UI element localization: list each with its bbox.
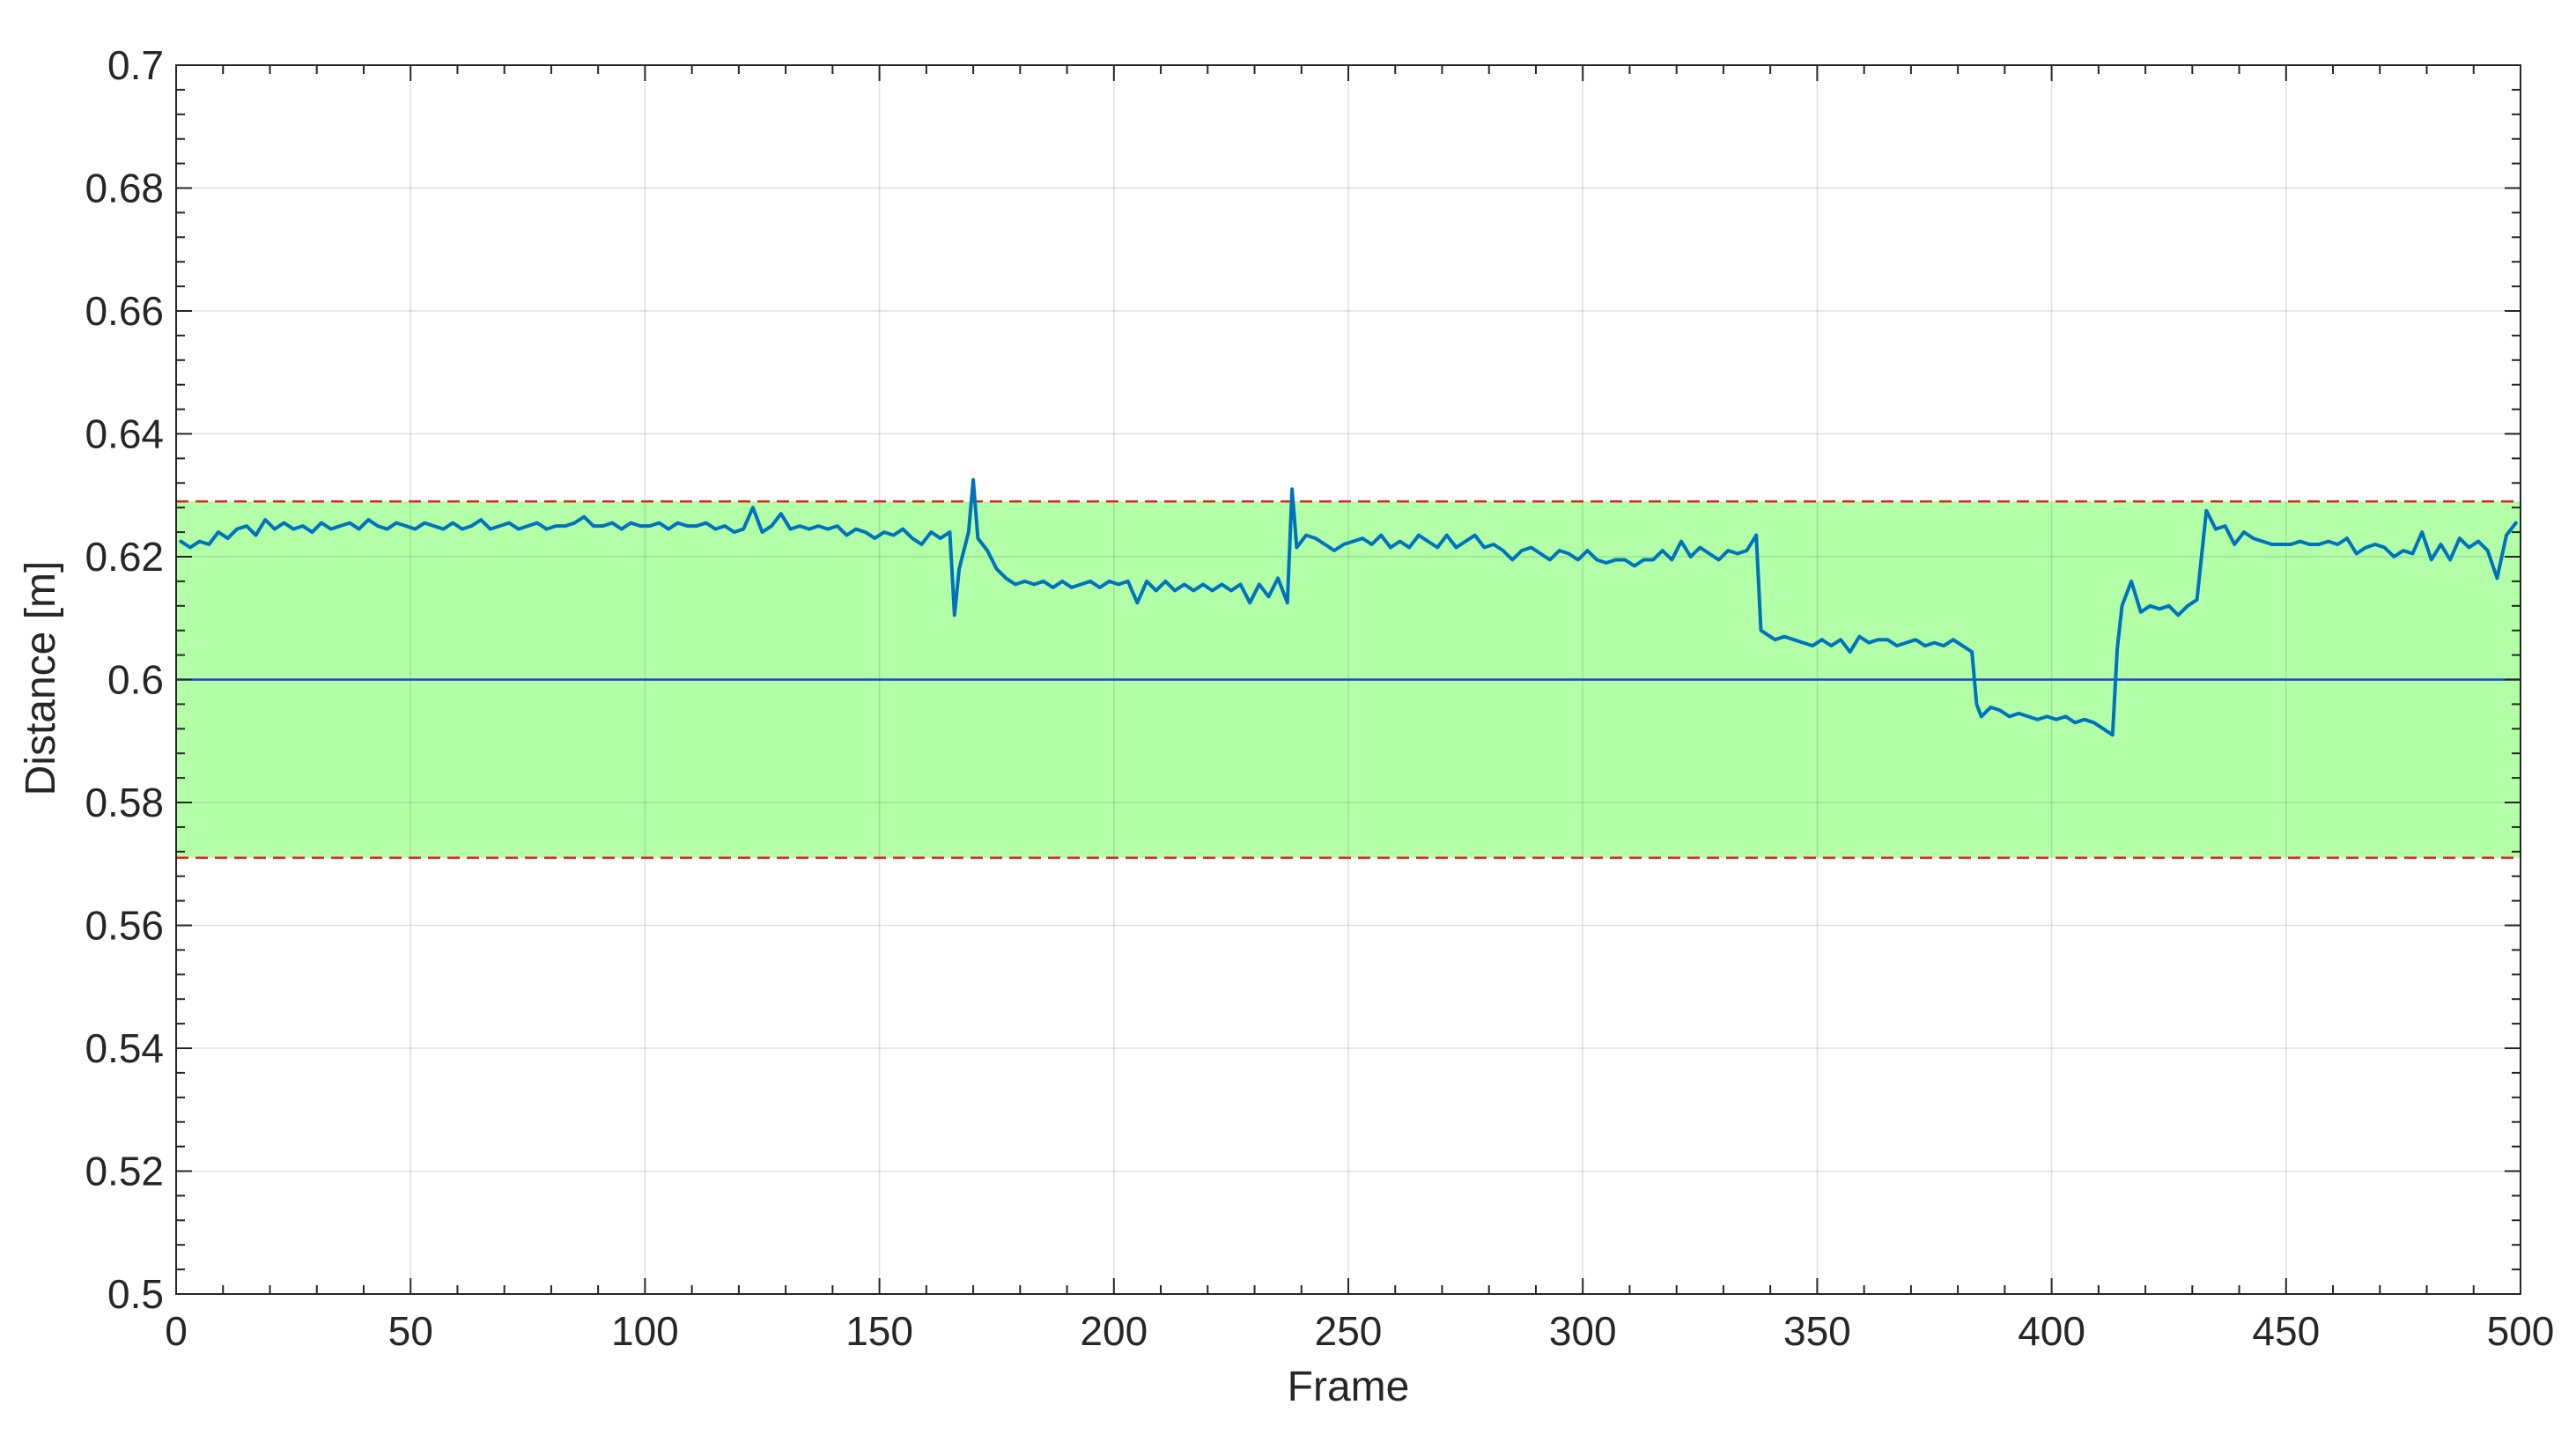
y-tick-label: 0.5 (107, 1271, 164, 1317)
x-tick-label: 100 (611, 1308, 679, 1354)
y-tick-label: 0.7 (107, 42, 164, 88)
y-tick-label: 0.6 (107, 657, 164, 703)
y-tick-label: 0.58 (85, 780, 164, 825)
x-tick-label: 500 (2487, 1308, 2555, 1354)
x-tick-label: 150 (845, 1308, 913, 1354)
reference-line-layer (176, 499, 2521, 860)
y-tick-label: 0.68 (85, 166, 164, 211)
y-tick-label: 0.64 (85, 411, 164, 457)
x-tick-label: 200 (1080, 1308, 1148, 1354)
x-tick-label: 300 (1549, 1308, 1617, 1354)
y-tick-label: 0.56 (85, 903, 164, 949)
x-tick-label: 50 (388, 1308, 433, 1354)
y-tick-label: 0.62 (85, 534, 164, 580)
y-tick-label: 0.66 (85, 288, 164, 334)
x-tick-label: 0 (165, 1308, 188, 1354)
x-tick-label: 400 (2018, 1308, 2085, 1354)
series-layer (179, 477, 2518, 737)
x-axis-label: Frame (1288, 1364, 1410, 1410)
y-axis-ticks: 0.5 0.52 0.54 0.56 0.58 0.6 0.62 0.64 0.66 0.68 0.… (85, 42, 2521, 1317)
y-tick-label: 0.54 (85, 1025, 164, 1071)
distance-series-line (179, 477, 2518, 737)
x-tick-label: 250 (1315, 1308, 1383, 1354)
y-tick-label: 0.52 (85, 1149, 164, 1194)
x-axis-ticks: 0 50 100 150 200 250 300 350 400 450 500 (165, 65, 2554, 1354)
y-axis-label: Distance [m] (18, 561, 64, 796)
x-tick-label: 350 (1783, 1308, 1851, 1354)
x-tick-label: 450 (2252, 1308, 2320, 1354)
